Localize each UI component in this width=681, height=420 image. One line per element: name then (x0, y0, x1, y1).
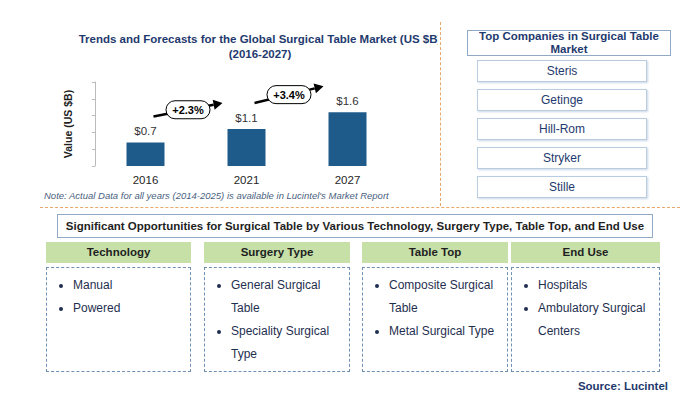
svg-text:$1.6: $1.6 (336, 95, 358, 107)
svg-text:$1.1: $1.1 (235, 112, 257, 124)
svg-text:$0.7: $0.7 (134, 125, 156, 137)
html-text:Stryker: Stryker (543, 151, 581, 165)
svg-text:(2016-2027): (2016-2027) (229, 48, 292, 60)
html-text:Top Companies in Surgical Tabl: Top Companies in Surgical Table Market (479, 30, 659, 55)
html-text:Stille: Stille (549, 180, 575, 194)
html-text:Powered: Powered (73, 301, 121, 315)
html-text:Technology: Technology (86, 246, 151, 258)
html-text:Composite Surgical Table: Composite Surgical Table (389, 278, 493, 315)
html-text:Metal Surgical Type: Metal Surgical Type (389, 324, 495, 338)
html-text:Ambulatory Surgical Centers: Ambulatory Surgical Centers (538, 301, 646, 338)
svg-text:2027: 2027 (335, 174, 361, 186)
svg-text:Trends and Forecasts for the G: Trends and Forecasts for the Global Surg… (79, 33, 438, 45)
html-text:Manual: Manual (73, 278, 113, 292)
svg-text:2016: 2016 (133, 174, 159, 186)
svg-text:+2.3%: +2.3% (172, 104, 204, 116)
html-text:Note: Actual Data for all year: Note: Actual Data for all years (2014-20… (44, 190, 389, 201)
html-text:Hill-Rom: Hill-Rom (539, 122, 585, 136)
html-text:Hospitals: Hospitals (538, 278, 588, 292)
html-text:Speciality Surgical Type: Speciality Surgical Type (231, 324, 329, 361)
svg-text:Value (US $B): Value (US $B) (62, 90, 74, 158)
html-text:General Surgical Table: General Surgical Table (231, 278, 321, 315)
html-text:Source: Lucintel: Source: Lucintel (577, 380, 668, 392)
svg-text:+3.4%: +3.4% (273, 89, 305, 101)
html-text:End Use: End Use (562, 246, 609, 258)
html-text:Surgery Type: Surgery Type (240, 246, 314, 258)
svg-text:2021: 2021 (234, 174, 260, 186)
html-text:Getinge: Getinge (541, 93, 583, 107)
html-text:Steris: Steris (546, 64, 578, 78)
html-text:Table Top: Table Top (408, 246, 462, 258)
html-text:Significant Opportunities for: Significant Opportunities for Surgical T… (65, 220, 645, 232)
